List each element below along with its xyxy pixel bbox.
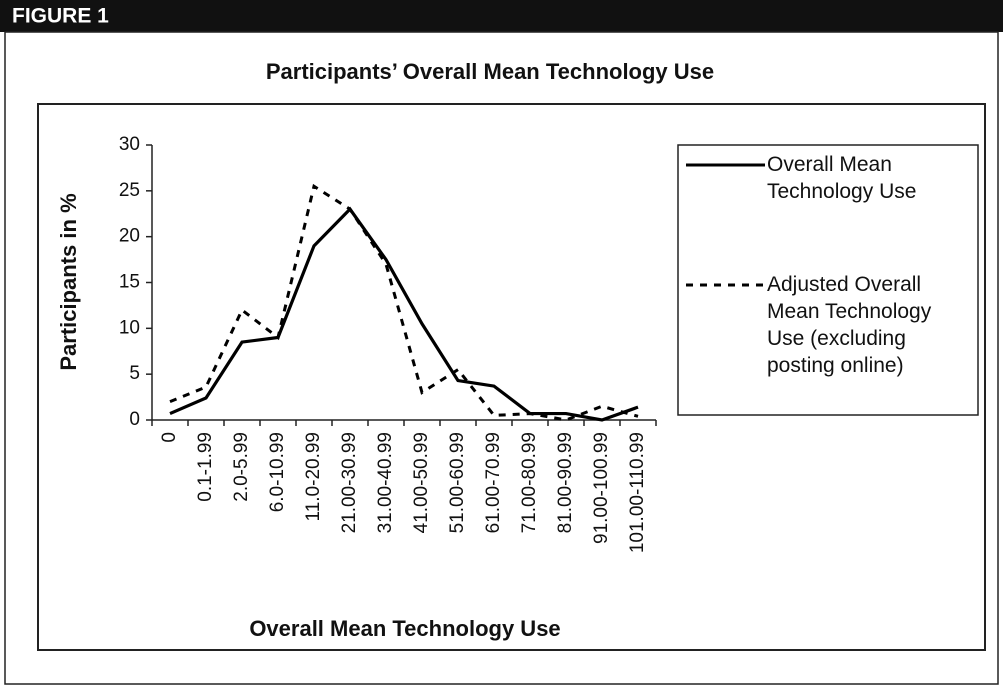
x-tick-label: 71.00-80.99 (519, 432, 540, 533)
x-axis-title: Overall Mean Technology Use (249, 616, 560, 641)
y-tick-label: 10 (119, 317, 140, 338)
legend-box (677, 144, 979, 416)
x-tick-label: 0 (159, 432, 180, 443)
x-tick-label: 81.00-90.99 (555, 432, 576, 533)
x-tick-label: 51.00-60.99 (447, 432, 468, 533)
x-tick-label: 11.0-20.99 (303, 432, 324, 521)
line-series (169, 206, 639, 422)
x-tick-label: 101.00-110.99 (627, 432, 648, 553)
outer-frame (4, 31, 999, 685)
chart-frame (37, 103, 986, 651)
x-tick-label: 31.00-40.99 (375, 432, 396, 533)
x-tick-label: 0.1-1.99 (195, 432, 216, 502)
y-tick-label: 0 (129, 409, 140, 430)
x-tick-label: 6.0-10.99 (267, 432, 288, 512)
chart-title: Participants’ Overall Mean Technology Us… (266, 59, 714, 84)
y-tick-label: 25 (119, 180, 140, 201)
x-tick-label: 2.0-5.99 (231, 432, 252, 502)
header-bar (0, 0, 1003, 32)
x-tick-label: 21.00-30.99 (339, 432, 360, 533)
legend-label: Overall Mean Technology Use (767, 153, 917, 203)
legend-label: Adjusted Overall Mean Technology Use (ex… (767, 273, 932, 377)
x-tick-label: 61.00-70.99 (483, 432, 504, 533)
x-tick-label: 41.00-50.99 (411, 432, 432, 533)
y-tick-label: 20 (119, 226, 140, 247)
y-tick-label: 30 (119, 134, 140, 155)
line-series (169, 183, 639, 422)
y-tick-label: 15 (119, 272, 140, 293)
figure-label: FIGURE 1 (12, 5, 109, 28)
y-tick-label: 5 (129, 363, 140, 384)
y-axis-title: Participants in % (56, 193, 81, 370)
x-tick-label: 91.00-100.99 (591, 432, 612, 544)
